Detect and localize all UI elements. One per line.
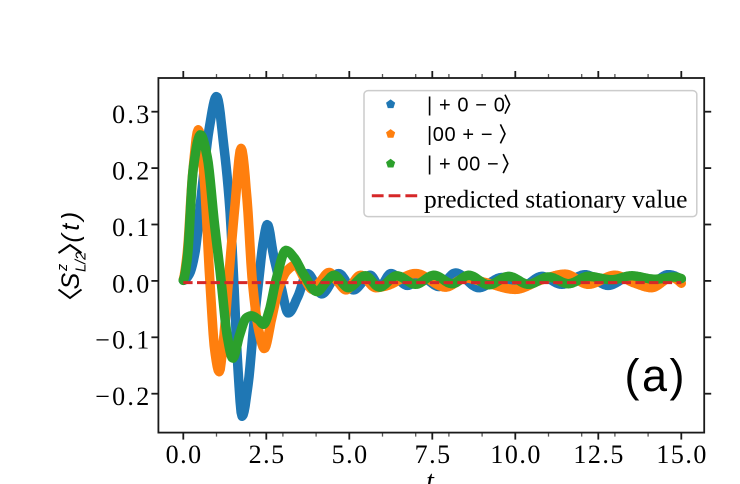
svg-text:0.0: 0.0 bbox=[166, 440, 203, 469]
svg-text:12.5: 12.5 bbox=[573, 440, 625, 469]
svg-text:−0.1: −0.1 bbox=[95, 326, 151, 355]
svg-text:z: z bbox=[55, 263, 71, 272]
svg-text:t: t bbox=[426, 466, 435, 484]
svg-text:15.0: 15.0 bbox=[656, 440, 708, 469]
svg-text:0.1: 0.1 bbox=[112, 213, 151, 242]
svg-text:0.3: 0.3 bbox=[112, 100, 151, 129]
svg-text:0.0: 0.0 bbox=[112, 269, 151, 298]
svg-text:(a): (a) bbox=[625, 350, 688, 401]
svg-text:(t): (t) bbox=[57, 208, 85, 242]
svg-text:S: S bbox=[57, 273, 85, 290]
svg-text:0.2: 0.2 bbox=[112, 157, 151, 186]
svg-text:10.0: 10.0 bbox=[490, 440, 542, 469]
svg-text:L/2: L/2 bbox=[74, 252, 90, 272]
svg-text:−0.2: −0.2 bbox=[95, 382, 151, 411]
svg-text:2.5: 2.5 bbox=[249, 440, 286, 469]
svg-text:| + 00 −: | + 00 − bbox=[427, 154, 499, 176]
svg-text:predicted stationary value: predicted stationary value bbox=[424, 185, 687, 214]
svg-text:|00 + −: |00 + − bbox=[427, 124, 493, 146]
svg-text:| + 0 − 0: | + 0 − 0 bbox=[427, 94, 505, 116]
svg-text:5.0: 5.0 bbox=[332, 440, 369, 469]
svg-text:7.5: 7.5 bbox=[415, 440, 452, 469]
